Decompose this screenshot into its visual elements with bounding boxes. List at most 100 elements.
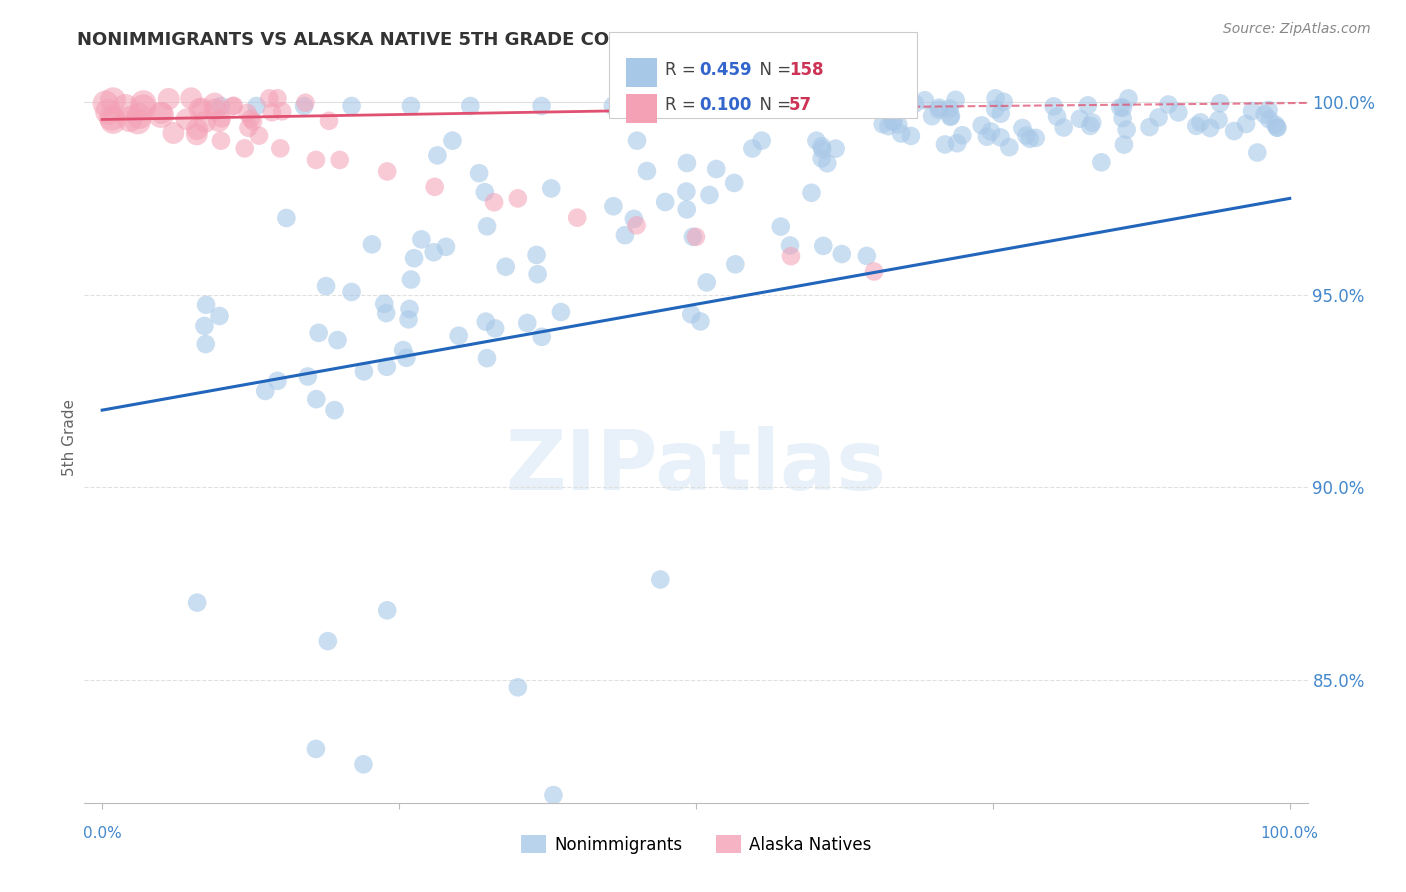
Point — [1118, 91, 1140, 105]
Point — [741, 141, 763, 155]
Point — [395, 351, 418, 365]
Point — [921, 109, 943, 123]
Point — [1053, 120, 1076, 135]
Point — [305, 153, 328, 167]
Point — [1167, 105, 1189, 120]
Point — [970, 119, 993, 133]
Point — [373, 297, 395, 311]
Point — [882, 114, 904, 128]
Text: 57: 57 — [789, 96, 811, 114]
Point — [426, 148, 449, 162]
Point — [193, 318, 215, 333]
Point — [1015, 128, 1038, 143]
Point — [398, 301, 420, 316]
Point — [101, 111, 124, 125]
Point — [890, 127, 912, 141]
Point — [423, 179, 446, 194]
Point — [626, 134, 648, 148]
Point — [650, 573, 672, 587]
Point — [516, 316, 538, 330]
Point — [1264, 118, 1286, 132]
Point — [482, 195, 505, 210]
Point — [460, 99, 482, 113]
Text: 0.0%: 0.0% — [83, 826, 121, 841]
Point — [392, 343, 415, 357]
Point — [411, 232, 433, 246]
Point — [811, 142, 834, 156]
Point — [211, 112, 233, 126]
Point — [1265, 120, 1288, 135]
Point — [188, 102, 211, 116]
Point — [132, 96, 155, 111]
Point — [976, 129, 998, 144]
Point — [399, 272, 422, 286]
Point — [1069, 112, 1091, 126]
Point — [447, 328, 470, 343]
Point — [195, 298, 218, 312]
Point — [699, 188, 721, 202]
Point — [176, 112, 198, 127]
Point — [1011, 121, 1033, 136]
Point — [984, 91, 1007, 105]
Point — [375, 306, 398, 320]
Point — [245, 99, 267, 113]
Point — [97, 104, 120, 119]
Point — [484, 321, 506, 335]
Point — [636, 164, 658, 178]
Point — [1112, 101, 1135, 115]
Point — [990, 106, 1012, 120]
Text: 100.0%: 100.0% — [1261, 826, 1319, 841]
Point — [1115, 122, 1137, 136]
Point — [543, 788, 565, 802]
Point — [769, 219, 792, 234]
Point — [810, 139, 832, 153]
Point — [1253, 107, 1275, 121]
Point — [475, 219, 498, 234]
Point — [329, 153, 352, 167]
Point — [399, 99, 422, 113]
Point — [1257, 103, 1279, 117]
Point — [946, 136, 969, 151]
Point — [191, 102, 214, 116]
Point — [318, 113, 340, 128]
Point — [260, 105, 283, 120]
Point — [209, 134, 232, 148]
Point — [824, 142, 846, 156]
Point — [751, 134, 773, 148]
Point — [150, 106, 173, 120]
Point — [689, 314, 711, 328]
Point — [724, 257, 747, 271]
Point — [375, 359, 398, 374]
Point — [928, 103, 950, 117]
Point — [1265, 120, 1288, 135]
Point — [831, 247, 853, 261]
Point — [1209, 96, 1232, 111]
Text: 0.459: 0.459 — [699, 61, 751, 78]
Point — [1111, 111, 1133, 125]
Point — [1185, 119, 1208, 133]
Point — [323, 403, 346, 417]
Text: NONIMMIGRANTS VS ALASKA NATIVE 5TH GRADE CORRELATION CHART: NONIMMIGRANTS VS ALASKA NATIVE 5TH GRADE… — [77, 31, 796, 49]
Point — [276, 211, 298, 225]
Point — [315, 279, 337, 293]
Point — [939, 109, 962, 123]
Point — [550, 305, 572, 319]
Point — [294, 95, 316, 110]
Point — [685, 99, 707, 113]
Point — [800, 186, 823, 200]
Point — [675, 202, 697, 217]
Point — [434, 240, 457, 254]
Point — [340, 99, 363, 113]
Point — [530, 330, 553, 344]
Point — [208, 309, 231, 323]
Point — [1258, 112, 1281, 127]
Point — [1234, 117, 1257, 131]
Point — [238, 120, 260, 135]
Point — [696, 276, 718, 290]
Point — [602, 99, 624, 113]
Point — [326, 333, 349, 347]
Point — [1241, 103, 1264, 118]
Point — [675, 185, 697, 199]
Text: 0.100: 0.100 — [699, 96, 751, 114]
Point — [269, 141, 291, 155]
